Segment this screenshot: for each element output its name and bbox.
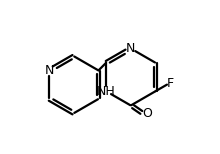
Text: F: F [167, 77, 174, 90]
Text: N: N [126, 42, 136, 55]
Text: NH: NH [97, 85, 116, 98]
Text: N: N [44, 64, 54, 77]
Text: O: O [142, 107, 152, 120]
